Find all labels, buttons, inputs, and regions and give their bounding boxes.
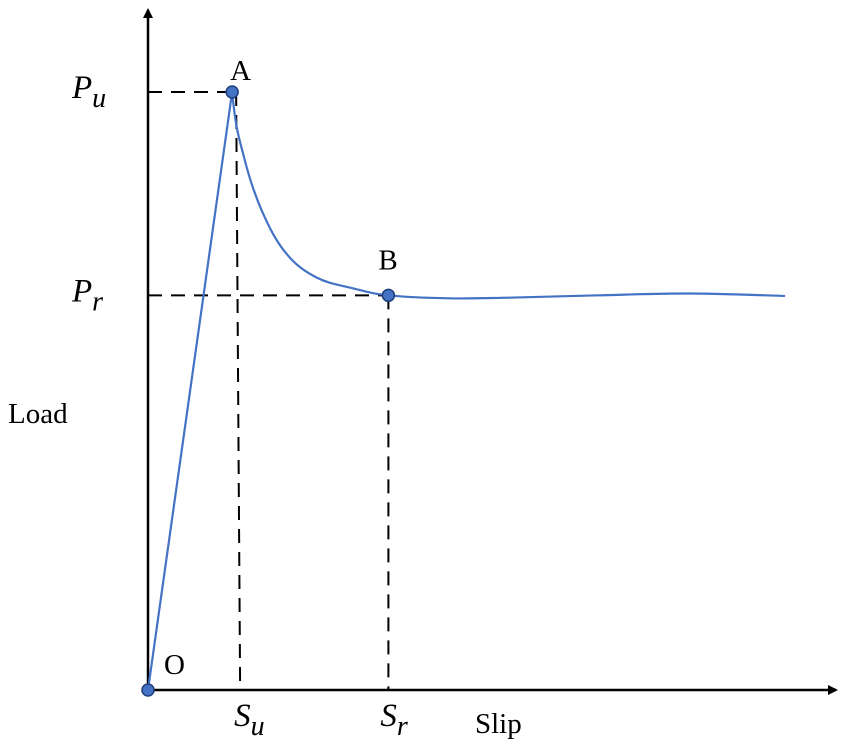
x-axis-label: Slip [475, 708, 522, 740]
points-layer: O A B [141, 55, 398, 697]
y-tick-label-pr: Pr [71, 273, 103, 317]
point-label-o: O [164, 649, 185, 681]
y-tick-label-pu: Pu [71, 70, 106, 114]
guide-su [235, 91, 242, 691]
point-label-a: A [230, 55, 251, 87]
point-o [141, 683, 155, 697]
x-tick-label-sr: Sr [380, 698, 408, 742]
series-line-0 [146, 90, 786, 691]
point-b [381, 288, 396, 303]
series-layer [146, 90, 786, 691]
y-axis-label: Load [8, 398, 68, 430]
axes [143, 8, 838, 695]
x-tick-label-su: Su [234, 698, 265, 742]
point-a [225, 85, 239, 99]
axis-labels: Load Slip Pu Pr Su Sr [8, 70, 522, 742]
point-label-b: B [378, 244, 397, 276]
dashed-guides [148, 91, 390, 691]
